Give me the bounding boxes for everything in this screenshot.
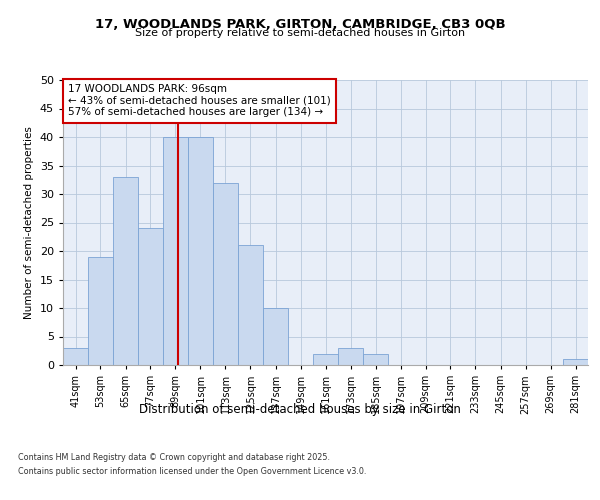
Text: 17 WOODLANDS PARK: 96sqm
← 43% of semi-detached houses are smaller (101)
57% of : 17 WOODLANDS PARK: 96sqm ← 43% of semi-d… [68, 84, 331, 117]
Bar [113, 177, 138, 365]
Bar [313, 354, 338, 365]
Bar [238, 246, 263, 365]
Text: Size of property relative to semi-detached houses in Girton: Size of property relative to semi-detach… [135, 28, 465, 38]
Bar [263, 308, 288, 365]
Text: Contains public sector information licensed under the Open Government Licence v3: Contains public sector information licen… [18, 466, 367, 475]
Bar [63, 348, 88, 365]
Bar [88, 256, 113, 365]
Text: Contains HM Land Registry data © Crown copyright and database right 2025.: Contains HM Land Registry data © Crown c… [18, 453, 330, 462]
Bar [563, 360, 588, 365]
Bar [138, 228, 163, 365]
Bar [188, 137, 213, 365]
Bar [163, 137, 188, 365]
Y-axis label: Number of semi-detached properties: Number of semi-detached properties [24, 126, 34, 319]
Bar [338, 348, 363, 365]
Bar [363, 354, 388, 365]
Bar [213, 182, 238, 365]
Text: Distribution of semi-detached houses by size in Girton: Distribution of semi-detached houses by … [139, 402, 461, 415]
Text: 17, WOODLANDS PARK, GIRTON, CAMBRIDGE, CB3 0QB: 17, WOODLANDS PARK, GIRTON, CAMBRIDGE, C… [95, 18, 505, 30]
